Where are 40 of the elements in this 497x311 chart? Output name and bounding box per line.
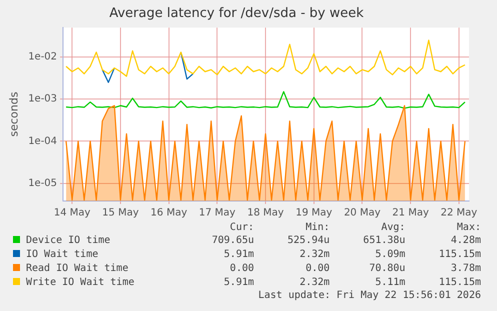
text: 651.38u — [362, 234, 406, 248]
text: 3.78m — [450, 262, 482, 276]
text: 709.65u — [210, 234, 256, 248]
y-tick-label: 1e-03 — [28, 94, 58, 105]
text: 525.94u — [286, 234, 331, 248]
text: 5.11m — [374, 276, 406, 290]
text: 2.32m — [298, 248, 331, 262]
legend-label: Device IO time — [25, 234, 112, 248]
text: 0.00 — [304, 262, 331, 276]
x-tick-label: 20 May — [344, 208, 381, 219]
text: Min: — [304, 222, 331, 234]
x-tick-label: 18 May — [247, 208, 284, 219]
text: 70.80u — [368, 262, 406, 276]
y-tick-label: 1e-02 — [28, 52, 58, 63]
text: 5.09m — [374, 248, 406, 262]
chart-title: Average latency for /dev/sda - by week — [109, 6, 364, 22]
y-axis-title: seconds — [7, 92, 20, 137]
legend-label: Write IO Wait time — [25, 276, 136, 290]
x-tick-label: 19 May — [296, 208, 332, 219]
x-tick-label: 17 May — [198, 208, 236, 219]
text: 115.15m — [438, 276, 482, 290]
legend-label: IO Wait time — [25, 248, 100, 262]
y-tick-label: 1e-05 — [28, 178, 58, 189]
x-tick-label: 14 May — [54, 208, 90, 219]
text: 4.28m — [450, 234, 482, 248]
text: Cur: — [228, 222, 256, 234]
x-tick-label: 15 May — [102, 208, 139, 219]
legend-label: Read IO Wait time — [25, 262, 130, 276]
text: 5.91m — [222, 276, 256, 290]
text: 5.91m — [222, 248, 256, 262]
text: 0.00 — [228, 262, 256, 276]
x-tick-label: 22 May — [440, 208, 478, 219]
text: Avg: — [380, 222, 406, 234]
x-tick-label: 21 May — [392, 208, 429, 219]
text: 2.32m — [298, 276, 331, 290]
x-tick-label: 16 May — [150, 208, 188, 219]
text: Last update: Fri May 22 15:56:01 2026 — [257, 290, 482, 302]
y-tick-label: 1e-04 — [28, 136, 58, 147]
text: 115.15m — [438, 248, 482, 262]
text: Max: — [456, 222, 482, 234]
